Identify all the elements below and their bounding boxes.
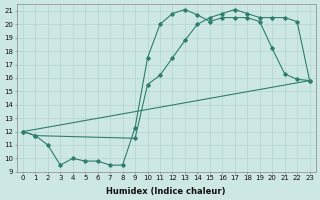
X-axis label: Humidex (Indice chaleur): Humidex (Indice chaleur) (107, 187, 226, 196)
